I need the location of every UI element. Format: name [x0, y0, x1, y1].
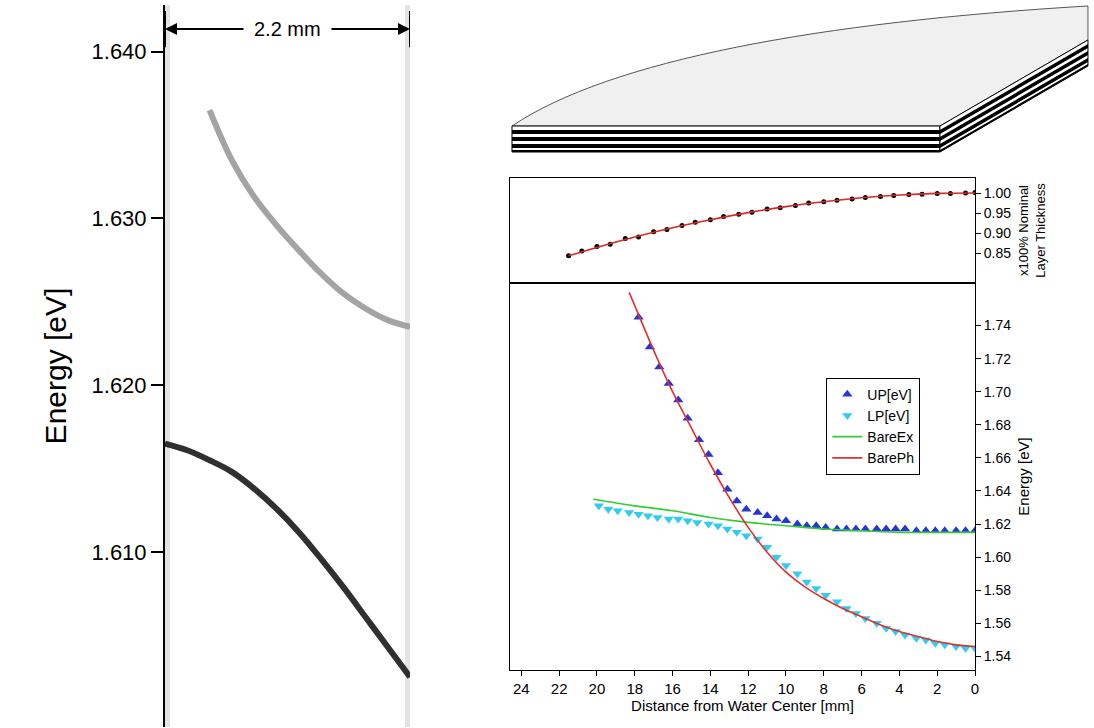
- svg-text:1.64: 1.64: [984, 483, 1011, 499]
- svg-text:4: 4: [895, 680, 903, 697]
- svg-text:1.72: 1.72: [984, 351, 1011, 367]
- svg-text:UP[eV]: UP[eV]: [867, 387, 911, 403]
- svg-text:16: 16: [664, 680, 681, 697]
- svg-text:1.54: 1.54: [984, 648, 1011, 664]
- svg-text:Energy [eV]: Energy [eV]: [1015, 437, 1032, 515]
- svg-text:1.60: 1.60: [984, 549, 1011, 565]
- svg-text:BareEx: BareEx: [867, 429, 913, 445]
- svg-text:1.610: 1.610: [92, 540, 147, 565]
- svg-text:1.62: 1.62: [984, 516, 1011, 532]
- svg-text:0.90: 0.90: [984, 225, 1011, 241]
- svg-text:2: 2: [933, 680, 941, 697]
- svg-text:2.2 mm: 2.2 mm: [254, 18, 321, 40]
- svg-text:0: 0: [971, 680, 979, 697]
- svg-text:1.640: 1.640: [92, 39, 147, 64]
- svg-text:1.68: 1.68: [984, 417, 1011, 433]
- svg-text:Distance from Water Center [mm: Distance from Water Center [mm]: [631, 697, 854, 714]
- svg-text:LP[eV]: LP[eV]: [867, 408, 909, 424]
- svg-text:BarePh: BarePh: [867, 450, 914, 466]
- svg-text:1.66: 1.66: [984, 450, 1011, 466]
- svg-text:1.00: 1.00: [984, 185, 1011, 201]
- svg-text:1.630: 1.630: [92, 206, 147, 231]
- svg-text:6: 6: [857, 680, 865, 697]
- svg-text:18: 18: [626, 680, 643, 697]
- svg-text:12: 12: [740, 680, 757, 697]
- svg-text:Energy [eV]: Energy [eV]: [39, 288, 72, 445]
- svg-text:1.70: 1.70: [984, 384, 1011, 400]
- svg-text:1.56: 1.56: [984, 615, 1011, 631]
- svg-text:22: 22: [551, 680, 568, 697]
- svg-text:1.58: 1.58: [984, 582, 1011, 598]
- svg-text:24: 24: [513, 680, 530, 697]
- svg-text:0.85: 0.85: [984, 245, 1011, 261]
- svg-text:20: 20: [589, 680, 606, 697]
- svg-text:8: 8: [820, 680, 828, 697]
- svg-text:10: 10: [778, 680, 795, 697]
- svg-text:0.95: 0.95: [984, 205, 1011, 221]
- svg-text:1.74: 1.74: [984, 317, 1011, 333]
- svg-text:x100% NominalLayer Thickness: x100% NominalLayer Thickness: [1016, 183, 1048, 278]
- svg-text:1.620: 1.620: [92, 373, 147, 398]
- svg-text:14: 14: [702, 680, 719, 697]
